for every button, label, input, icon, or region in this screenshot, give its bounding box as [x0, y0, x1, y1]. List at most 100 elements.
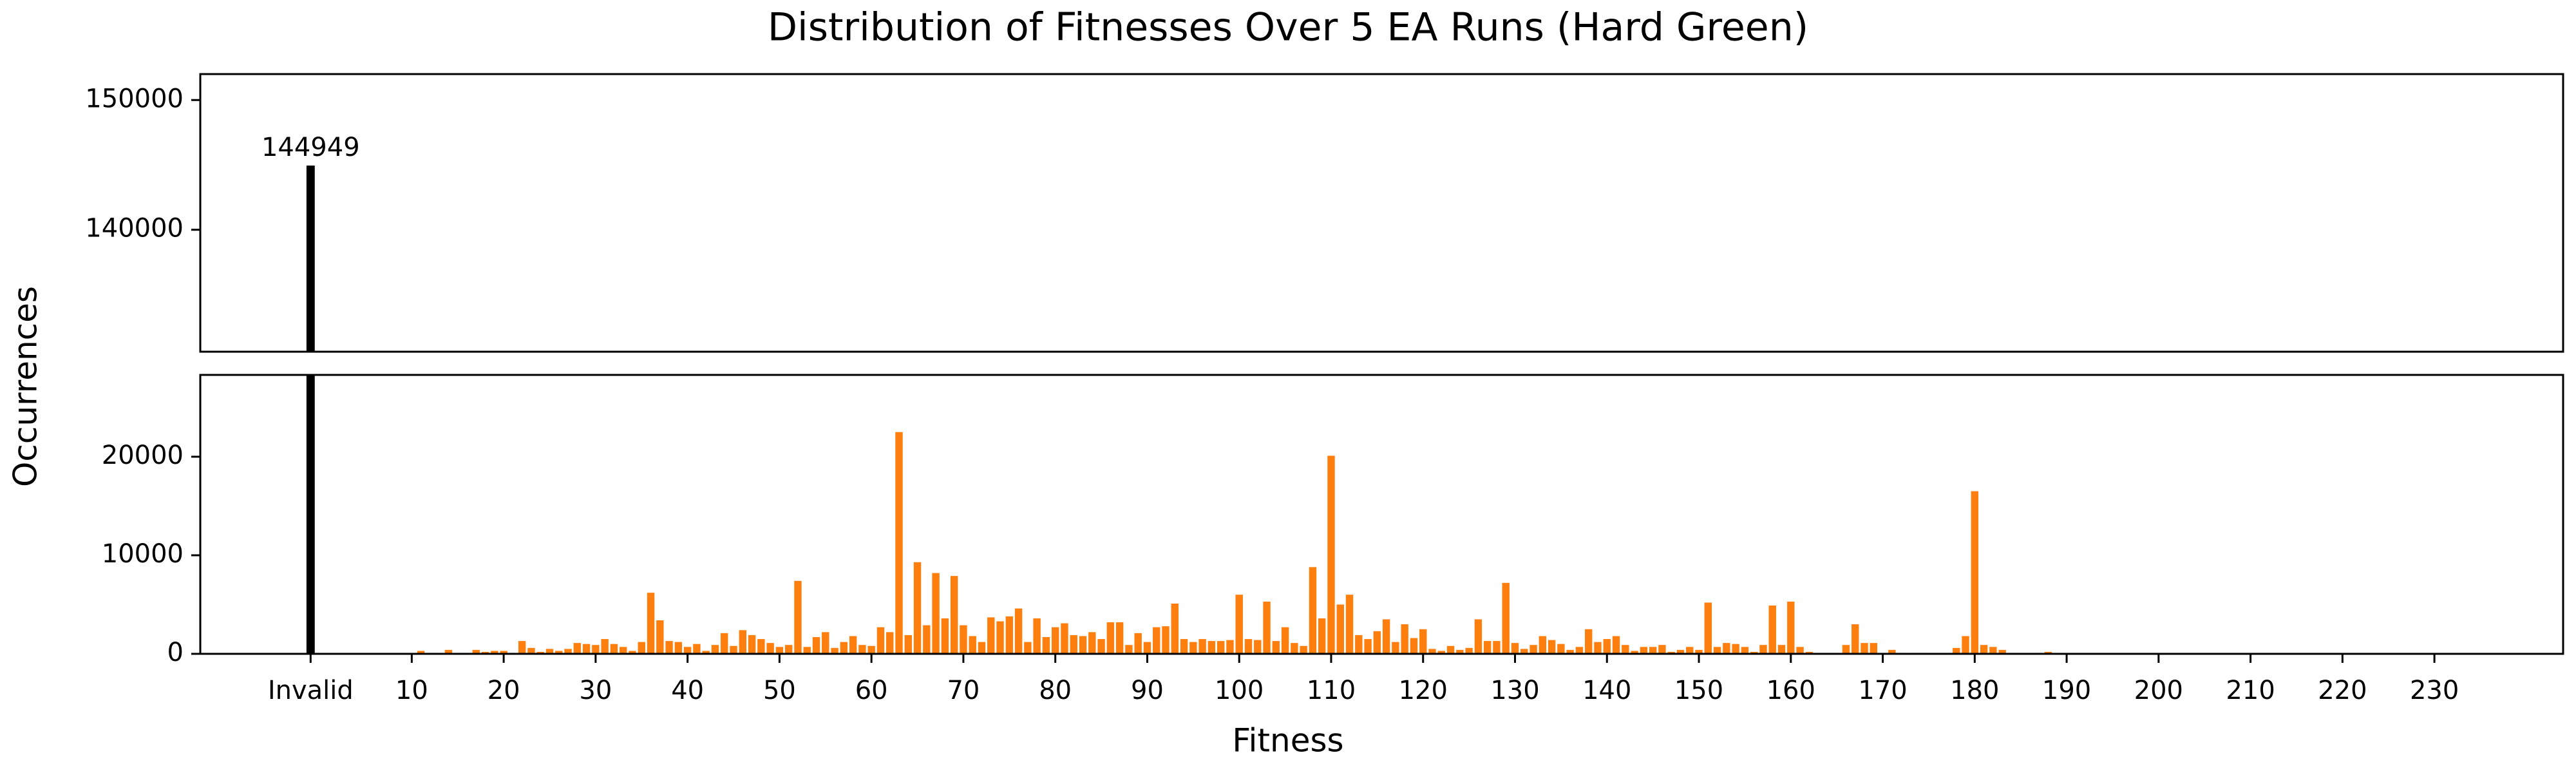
bar	[858, 645, 866, 654]
bar	[1944, 352, 1951, 773]
bar	[1345, 595, 1354, 654]
bar	[1364, 639, 1372, 654]
bar	[1134, 633, 1142, 654]
x-tick-label: 40	[671, 676, 704, 705]
bar	[775, 647, 784, 654]
bar	[1640, 647, 1648, 654]
bar	[1079, 636, 1087, 654]
bar	[730, 645, 737, 654]
bar	[693, 352, 700, 773]
bar	[2017, 352, 2024, 773]
bar	[1998, 352, 2005, 773]
bar	[656, 352, 663, 773]
y-tick-label: 140000	[85, 214, 184, 243]
bar	[1024, 352, 1031, 773]
bar	[1585, 352, 1592, 773]
bar	[1916, 352, 1923, 773]
bar	[1392, 642, 1399, 654]
invalid-bar	[306, 166, 315, 352]
x-tick-label: 80	[1039, 676, 1072, 705]
bar	[1861, 643, 1868, 654]
bar	[426, 352, 433, 773]
bar	[1006, 352, 1013, 773]
bar	[1732, 352, 1739, 773]
bar	[1355, 635, 1363, 654]
bar	[1962, 352, 1969, 773]
bar	[1235, 595, 1243, 654]
bar	[1888, 649, 1896, 654]
bar	[665, 352, 672, 773]
bar	[2044, 651, 2052, 654]
bar	[1419, 629, 1427, 654]
bar	[1759, 352, 1766, 773]
bar	[1566, 649, 1574, 654]
bar	[1107, 352, 1114, 773]
bar	[545, 649, 554, 654]
bar	[1236, 352, 1243, 773]
bar	[1705, 352, 1712, 773]
bar	[2026, 352, 2033, 773]
x-tick-label: 60	[855, 676, 888, 705]
bar	[867, 352, 875, 773]
bar	[849, 352, 857, 773]
x-tick-label: 190	[2042, 676, 2091, 705]
bar	[1208, 352, 1215, 773]
bar	[2036, 352, 2043, 773]
bar	[1015, 352, 1022, 773]
bar	[1815, 352, 1822, 773]
bar	[601, 352, 608, 773]
bar	[1640, 352, 1647, 773]
bar	[638, 642, 645, 654]
bar	[546, 352, 553, 773]
bar	[969, 636, 976, 654]
x-tick-label: 170	[1858, 676, 1907, 705]
bar	[1612, 636, 1620, 654]
bar	[1935, 352, 1942, 773]
bar	[454, 352, 461, 773]
bar	[1088, 352, 1095, 773]
y-tick-label: 10000	[102, 539, 184, 569]
bar	[1115, 622, 1124, 654]
bar	[1530, 645, 1537, 654]
bar	[1401, 624, 1408, 654]
bar	[1226, 640, 1234, 654]
bar	[822, 632, 829, 654]
bar	[1861, 352, 1868, 773]
bar	[1796, 352, 1803, 773]
bar	[1189, 352, 1197, 773]
bar	[675, 352, 682, 773]
bar	[1658, 352, 1665, 773]
bar	[1144, 352, 1151, 773]
bar	[1962, 636, 1969, 654]
bar	[1033, 618, 1041, 654]
bar	[1079, 352, 1086, 773]
bar	[1180, 352, 1188, 773]
bar	[822, 352, 829, 773]
bar	[1401, 352, 1408, 773]
value-label: 144949	[261, 133, 360, 162]
bar	[1870, 352, 1877, 773]
bar	[1603, 639, 1611, 654]
bar	[1447, 352, 1454, 773]
bar	[1852, 624, 1859, 654]
bar	[913, 562, 922, 654]
bar	[620, 352, 627, 773]
bar	[1263, 352, 1270, 773]
bar	[1759, 645, 1767, 654]
bar	[1879, 352, 1886, 773]
bar	[1410, 352, 1417, 773]
bar	[1594, 642, 1602, 654]
bar	[1658, 645, 1666, 654]
bar	[684, 352, 691, 773]
bar	[1980, 352, 1987, 773]
bar	[683, 647, 692, 654]
bar	[527, 352, 535, 773]
bar	[1373, 631, 1381, 654]
bar	[784, 645, 793, 654]
bar	[905, 352, 912, 773]
bar	[417, 352, 424, 773]
bar	[601, 639, 609, 654]
bar	[1263, 601, 1271, 654]
bar	[1768, 606, 1776, 654]
bar	[1125, 645, 1133, 654]
